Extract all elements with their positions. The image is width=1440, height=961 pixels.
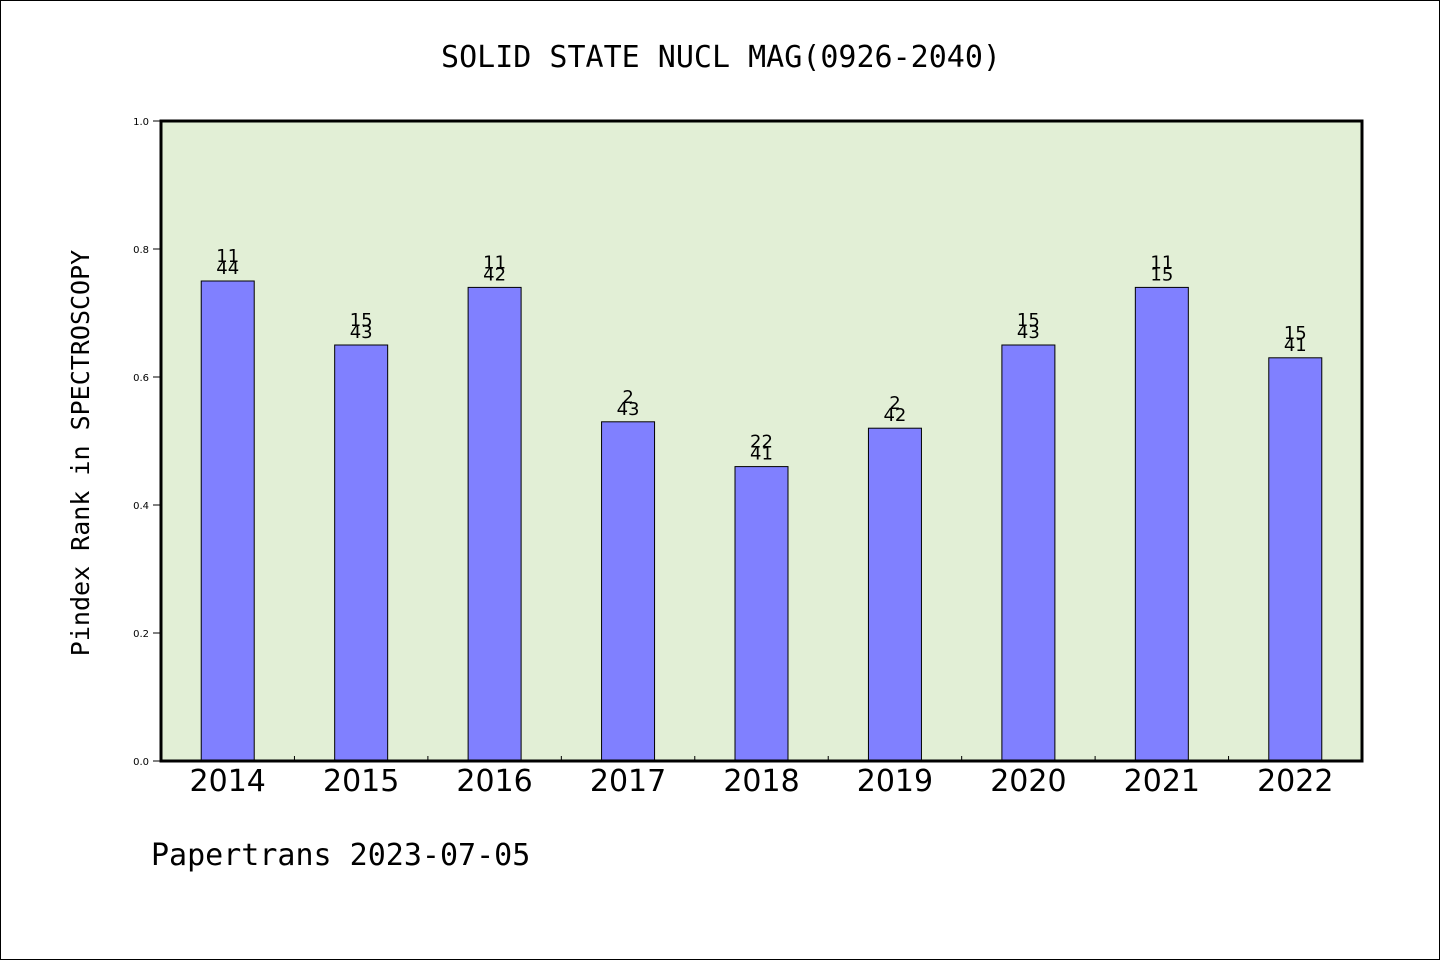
y-tick-label: 0.8 bbox=[133, 245, 149, 256]
x-tick-label-2015: 2015 bbox=[323, 764, 399, 799]
bar-label-top-2014: 11 bbox=[216, 246, 239, 267]
bar-label-top-2017: 2 bbox=[622, 387, 633, 408]
x-tick-label-2022: 2022 bbox=[1257, 764, 1333, 799]
footer-credit: Papertrans 2023-07-05 bbox=[151, 838, 530, 873]
bar-label-top-2018: 22 bbox=[750, 432, 773, 453]
bar-label-bottom-2015: 43 bbox=[350, 322, 373, 343]
x-axis: 2014 2015 2016 2017 2018 2019 2020 2021 2022 bbox=[190, 756, 1333, 799]
y-tick-label: 0.4 bbox=[133, 501, 149, 512]
bar-label-top-2015: 15 bbox=[350, 310, 373, 331]
bar-2018 bbox=[734, 466, 789, 762]
bar-2021 bbox=[1134, 286, 1189, 762]
x-tick-label-2018: 2018 bbox=[723, 764, 799, 799]
bar-2022 bbox=[1268, 357, 1323, 762]
y-tick-label: 0.2 bbox=[133, 629, 149, 640]
bar-2015 bbox=[334, 344, 389, 762]
bar-label-top-2020: 15 bbox=[1017, 310, 1040, 331]
bar-label-bottom-2021: 15 bbox=[1150, 264, 1173, 285]
bar-2014 bbox=[200, 280, 255, 762]
chart-title: SOLID STATE NUCL MAG(0926-2040) bbox=[441, 40, 1001, 75]
bar-2019 bbox=[867, 427, 922, 762]
bar-2017 bbox=[601, 421, 656, 762]
x-tick-label-2016: 2016 bbox=[456, 764, 532, 799]
bar-label-bottom-2016: 42 bbox=[483, 264, 506, 285]
bar-label-bottom-2014: 44 bbox=[216, 258, 239, 279]
bar-label-bottom-2022: 41 bbox=[1284, 335, 1307, 356]
y-axis-label: Pindex Rank in SPECTROSCOPY bbox=[66, 250, 95, 656]
bar-label-bottom-2020: 43 bbox=[1017, 322, 1040, 343]
bar-label-top-2021: 11 bbox=[1150, 252, 1173, 273]
x-tick-label-2020: 2020 bbox=[990, 764, 1066, 799]
y-axis: 0.0 0.2 0.4 0.6 0.8 1.0 bbox=[133, 117, 161, 768]
bar-label-bottom-2017: 43 bbox=[617, 399, 640, 420]
x-tick-label-2014: 2014 bbox=[190, 764, 266, 799]
plot-frame bbox=[159, 119, 1364, 763]
bar-label-top-2019: 2 bbox=[889, 393, 900, 414]
bar-label-bottom-2019: 42 bbox=[883, 405, 906, 426]
x-tick-label-2017: 2017 bbox=[590, 764, 666, 799]
bar-label-bottom-2018: 41 bbox=[750, 444, 773, 465]
y-tick-label: 0.0 bbox=[133, 757, 149, 768]
y-tick-label: 1.0 bbox=[133, 117, 149, 128]
x-tick-label-2021: 2021 bbox=[1124, 764, 1200, 799]
x-tick-label-2019: 2019 bbox=[857, 764, 933, 799]
bar-2016 bbox=[467, 286, 522, 762]
bar-label-top-2016: 11 bbox=[483, 252, 506, 273]
bar-2020 bbox=[1001, 344, 1056, 762]
y-tick-label: 0.6 bbox=[133, 373, 149, 384]
bars-layer bbox=[200, 280, 1323, 762]
bar-label-top-2022: 15 bbox=[1284, 323, 1307, 344]
